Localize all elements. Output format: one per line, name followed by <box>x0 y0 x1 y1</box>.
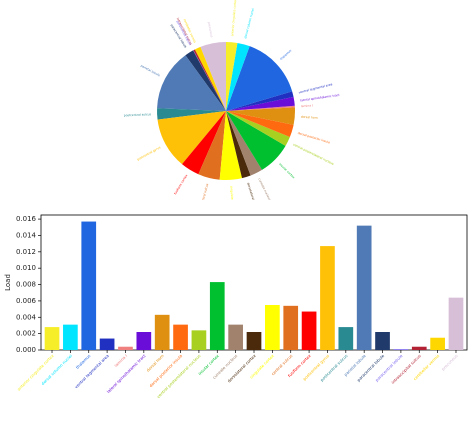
pie-slice <box>185 50 226 111</box>
bar <box>320 246 335 350</box>
pie-slice <box>226 42 250 112</box>
pie-slice-label: dorsal horn <box>301 115 318 120</box>
pie-slice <box>226 42 238 111</box>
bar <box>265 305 280 350</box>
pie-slice <box>157 108 226 120</box>
bar <box>209 282 225 350</box>
bar <box>338 327 354 350</box>
pie-slice <box>226 111 290 146</box>
pie-slice <box>182 111 226 175</box>
x-tick-label: precuneus <box>440 353 458 371</box>
pie-slice-label: precuneus <box>207 22 214 39</box>
bar <box>246 332 262 350</box>
pie-slice <box>226 46 293 111</box>
y-tick-label: 0.016 <box>16 215 37 223</box>
bar <box>448 297 464 350</box>
y-tick-label: 0.008 <box>16 281 36 289</box>
y-tick-label: 0.000 <box>16 346 36 354</box>
y-tick-label: 0.012 <box>16 248 36 256</box>
plot-frame <box>40 214 468 351</box>
y-tick-label: 0.002 <box>16 330 36 338</box>
pie-slice <box>157 111 226 165</box>
bar <box>393 349 409 350</box>
pie-slice-label: central sulcus <box>200 183 209 200</box>
bar <box>411 346 427 350</box>
pie-slice <box>226 96 295 111</box>
bar <box>118 346 133 350</box>
y-tick-label: 0.004 <box>16 313 37 321</box>
bar <box>154 314 170 350</box>
pie-slice <box>219 111 243 181</box>
y-axis-label: Load <box>4 274 12 291</box>
x-tick-label: thalamus <box>75 353 92 370</box>
bar <box>228 324 243 350</box>
x-tick-label: dorsal posterior insula <box>148 353 183 388</box>
pie-slice-label: cingulate cortex <box>229 186 235 200</box>
pie-slice <box>194 46 226 111</box>
bar <box>191 330 207 350</box>
pie-slice <box>226 111 294 138</box>
bar <box>81 221 97 350</box>
bar <box>375 332 390 350</box>
pie-slice <box>226 111 262 176</box>
pie-slice-label: postcentral sulcus <box>124 112 152 117</box>
pie-slice <box>226 107 296 125</box>
bar <box>44 327 60 350</box>
bar <box>136 332 152 350</box>
y-tick-label: 0.010 <box>16 264 36 272</box>
bar <box>99 338 115 350</box>
pie-slice <box>200 41 226 111</box>
pie-slice <box>157 55 226 111</box>
pie-slice-label: anterior cingulate cortex <box>230 0 237 36</box>
bar <box>356 225 372 350</box>
x-tick-label: lamina I <box>113 353 128 368</box>
y-tick-label: 0.006 <box>16 297 37 305</box>
pie-slice-label: dorsal column nuclei <box>243 8 255 39</box>
pie-slice <box>193 50 226 111</box>
bar <box>430 337 445 350</box>
pie-slice <box>193 49 226 111</box>
pie-slice <box>226 111 251 179</box>
x-tick-label: lateral spinothalamic tract <box>106 353 147 394</box>
bar <box>301 311 317 350</box>
x-tick-label: ventral tegmental area <box>74 353 111 390</box>
pie-slice-label: lamina I <box>301 103 313 108</box>
pie-slice <box>226 105 295 111</box>
pie-slice <box>226 91 294 111</box>
bar-plot-area: 0.000 0.002 0.004 0.006 0.008 0.010 0.012 0.014… <box>4 214 468 399</box>
pie-slice-label: lateral spinothalamic tract <box>300 93 341 103</box>
pie-slice <box>198 111 226 180</box>
pie-slice <box>226 111 286 170</box>
bar <box>173 324 188 350</box>
bar <box>283 305 299 350</box>
y-tick-label: 0.014 <box>16 231 37 239</box>
bar <box>63 324 78 350</box>
